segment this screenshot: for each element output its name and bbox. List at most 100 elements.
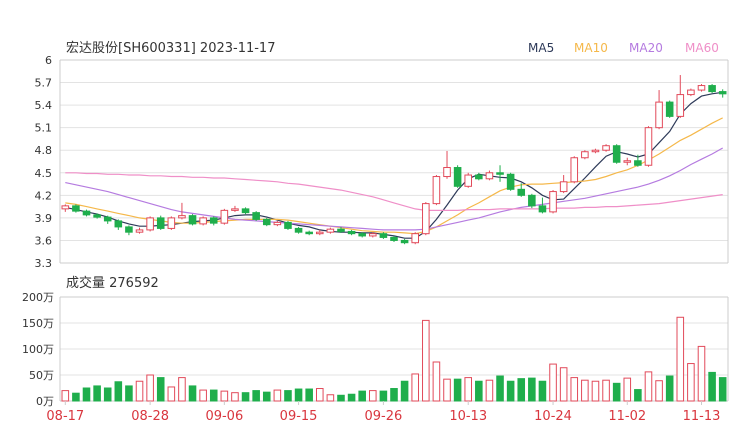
volume-y-axis: 200万 150万 100万 50万 0万 bbox=[22, 291, 54, 408]
candle bbox=[262, 217, 271, 227]
volume-bar bbox=[294, 388, 303, 402]
volume-bar bbox=[93, 385, 101, 402]
candle bbox=[273, 220, 282, 227]
volume-bar bbox=[61, 390, 70, 402]
candle-body bbox=[199, 217, 207, 225]
volume-bar bbox=[496, 375, 504, 402]
candle-body bbox=[591, 149, 600, 153]
candle bbox=[199, 216, 207, 226]
volume-bar bbox=[390, 388, 398, 402]
candle-body bbox=[337, 228, 345, 232]
candle bbox=[252, 211, 260, 221]
candle-body bbox=[400, 239, 409, 244]
candle bbox=[337, 226, 345, 233]
candle-body bbox=[708, 85, 716, 93]
volume-tick-label: 50万 bbox=[29, 369, 54, 382]
volume-bar bbox=[570, 377, 579, 402]
candle-body bbox=[623, 160, 632, 163]
candle bbox=[485, 170, 494, 181]
volume-bar bbox=[453, 378, 462, 402]
date-axis: 08-17 08-28 09-06 09-15 09-26 10-13 10-24 11-02… bbox=[46, 401, 720, 424]
candle-body bbox=[231, 208, 239, 211]
candle bbox=[655, 90, 663, 130]
volume-bar bbox=[262, 391, 271, 402]
volume-bar bbox=[273, 389, 282, 402]
volume-bar bbox=[284, 390, 292, 402]
candle-body bbox=[305, 231, 313, 235]
candle bbox=[305, 230, 313, 236]
candle-body bbox=[262, 218, 271, 226]
candle bbox=[326, 227, 335, 234]
candle bbox=[347, 229, 356, 236]
candle-body bbox=[687, 89, 695, 96]
volume-bar bbox=[167, 386, 176, 402]
candle bbox=[665, 100, 674, 118]
volume-bar bbox=[411, 373, 419, 402]
candle-body bbox=[453, 167, 462, 187]
price-tick-label: 5.7 bbox=[35, 77, 53, 90]
candle bbox=[464, 172, 473, 188]
candle-body bbox=[676, 94, 685, 117]
volume-bar bbox=[199, 389, 207, 402]
volume-bar bbox=[485, 379, 494, 402]
legend-ma5: MA5 bbox=[528, 41, 554, 55]
volume-tick-label: 150万 bbox=[22, 317, 54, 330]
candle-body bbox=[188, 215, 197, 225]
volume-bar bbox=[644, 371, 653, 402]
volume-bar bbox=[697, 345, 706, 402]
volume-bar bbox=[718, 377, 727, 402]
volume-bar bbox=[72, 392, 80, 402]
volume-bar bbox=[379, 390, 388, 402]
candle-body bbox=[644, 127, 653, 166]
candle bbox=[559, 175, 568, 194]
candle bbox=[443, 150, 451, 179]
volume-bar bbox=[559, 367, 568, 402]
volume-bar bbox=[665, 375, 674, 402]
candle bbox=[220, 208, 229, 225]
volume-bar bbox=[135, 380, 144, 402]
candle bbox=[676, 75, 685, 118]
candle-body bbox=[528, 194, 536, 207]
date-label: 11-13 bbox=[683, 409, 721, 424]
candle-body bbox=[252, 212, 260, 220]
candle bbox=[93, 213, 101, 219]
volume-bar bbox=[443, 378, 451, 402]
volume-bar bbox=[655, 380, 663, 402]
candle bbox=[103, 215, 112, 224]
moving-average-lines bbox=[65, 91, 723, 239]
candle-body bbox=[125, 226, 133, 233]
volume-bar bbox=[188, 385, 197, 402]
price-tick-label: 4.8 bbox=[35, 144, 53, 157]
candle bbox=[581, 150, 589, 160]
candle bbox=[538, 197, 547, 214]
date-label: 08-17 bbox=[46, 409, 84, 424]
volume-bar bbox=[432, 361, 441, 402]
volume-bar bbox=[315, 388, 324, 402]
candle-body bbox=[718, 91, 727, 95]
candle bbox=[114, 219, 123, 230]
candle-body bbox=[464, 174, 473, 187]
ma-legend: MA5 MA10 MA20 MA60 bbox=[528, 41, 719, 55]
candle-body bbox=[475, 174, 483, 180]
candle bbox=[379, 232, 388, 239]
price-tick-label: 6 bbox=[45, 54, 52, 67]
volume-bar bbox=[687, 363, 695, 402]
candle-body bbox=[506, 173, 515, 190]
candle bbox=[496, 165, 504, 182]
line-ma60 bbox=[65, 172, 723, 211]
volume-tick-label: 0万 bbox=[36, 395, 54, 408]
candle-body bbox=[411, 233, 419, 244]
price-y-axis: 6 5.7 5.4 5.1 4.8 4.5 4.2 3.9 3.6 3.3 bbox=[35, 54, 53, 270]
candle-body bbox=[156, 217, 165, 229]
candle bbox=[241, 207, 250, 215]
candle-body bbox=[634, 160, 642, 166]
volume-bar bbox=[326, 394, 335, 402]
price-tick-label: 5.1 bbox=[35, 122, 53, 135]
candle-body bbox=[379, 233, 388, 238]
volume-tick-label: 200万 bbox=[22, 291, 54, 304]
candle bbox=[72, 204, 80, 213]
volume-bar bbox=[220, 390, 229, 402]
date-label: 11-02 bbox=[608, 409, 646, 424]
candle-body bbox=[538, 205, 547, 213]
